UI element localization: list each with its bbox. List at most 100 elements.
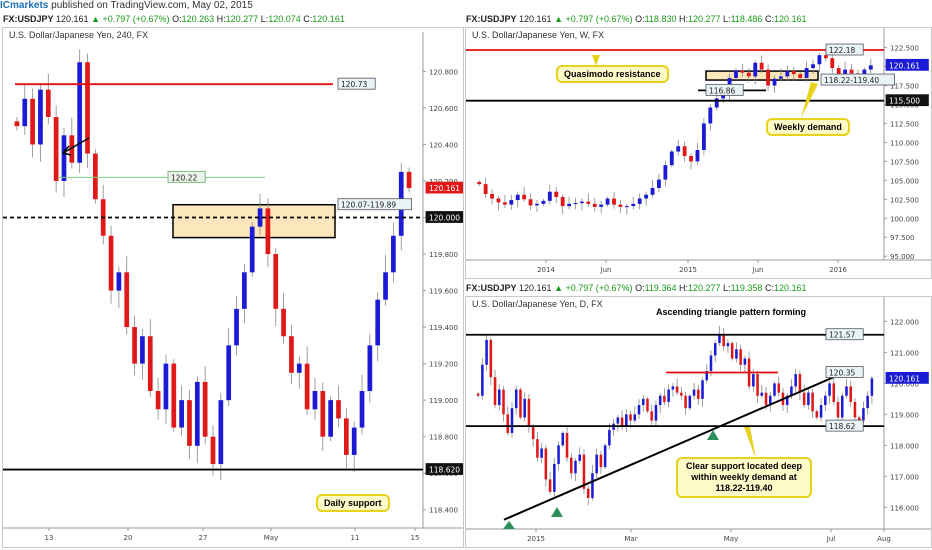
candle-body	[514, 389, 518, 409]
y-tick-label: 118.800	[429, 434, 458, 442]
price-tag	[885, 58, 929, 71]
candle-body	[612, 198, 616, 205]
price-tag-label: 122.18	[829, 46, 855, 55]
candle-body	[753, 62, 758, 77]
candle-body	[304, 363, 310, 410]
y-tick-label: 118.000	[890, 442, 919, 450]
high-value: 120.277	[225, 14, 259, 24]
price-tag-label: 118.22-119.40	[824, 76, 879, 85]
candle-body	[828, 383, 831, 396]
h4-chart-svg[interactable]: 120.800120.600120.400120.200120.000119.8…	[3, 28, 463, 547]
close-key: C:	[764, 283, 774, 293]
candle-body	[752, 374, 755, 387]
change-label: ▲ +0.797 (+0.67%)	[554, 283, 633, 293]
candle-body	[625, 414, 628, 427]
candle-body	[257, 208, 263, 227]
candle-body	[336, 400, 341, 419]
candle-body	[603, 445, 607, 468]
x-tick-label: 2016	[829, 266, 847, 274]
candle-body	[554, 191, 559, 198]
candle-body	[510, 408, 514, 433]
candle-body	[815, 411, 819, 418]
callout-quasimodo-resistance: Quasimodo resistance	[556, 65, 669, 83]
candle-body	[557, 445, 560, 464]
y-tick-label: 120.800	[429, 68, 458, 76]
candle-body	[778, 76, 783, 79]
candle-body	[477, 181, 482, 185]
chart-title: U.S. Dollar/Japanese Yen, W, FX	[472, 30, 605, 40]
candle-body	[523, 398, 526, 418]
candle-body	[773, 383, 776, 396]
candle-body	[187, 400, 192, 446]
candle-body	[790, 386, 793, 396]
candle-body	[147, 336, 153, 392]
candle-body	[857, 417, 861, 421]
candle-body	[592, 203, 597, 207]
open-value: 120.263	[181, 14, 215, 24]
y-tick-label: 117.000	[890, 473, 919, 481]
candle-body	[599, 454, 603, 468]
open-key: O:	[635, 14, 645, 24]
h4-chart-panel[interactable]: U.S. Dollar/Japanese Yen, 240, FX 120.80…	[2, 27, 464, 548]
high-key: H:	[678, 14, 688, 24]
y-tick-label: 119.000	[890, 411, 919, 419]
candle-body	[579, 201, 584, 204]
candle-body	[714, 98, 719, 108]
candle-body	[61, 135, 67, 181]
candle-body	[764, 392, 768, 406]
candle-body	[798, 74, 803, 78]
price-tag-label: 118.62	[829, 422, 855, 431]
y-tick-label: 95.000	[890, 253, 915, 261]
candle-body	[682, 146, 687, 157]
candle-body	[210, 436, 216, 465]
price-tag-label: 120.07-119.89	[341, 201, 396, 210]
open-key: O:	[635, 283, 645, 293]
candle-body	[791, 71, 796, 75]
candle-body	[756, 374, 759, 396]
y-tick-label: 119.800	[429, 251, 458, 259]
x-tick-label: 2015	[527, 535, 545, 543]
x-tick-label: 13	[45, 534, 54, 542]
d-chart-svg[interactable]: 122.000 121.000 120.000 119.000 118.000 117.0…	[466, 297, 931, 547]
high-value: 120.277	[687, 14, 721, 24]
candle-body	[218, 400, 224, 465]
brand-logo[interactable]: ICmarkets	[0, 0, 49, 11]
candle-body	[359, 391, 365, 428]
candle-body	[124, 272, 130, 328]
candle-body	[367, 345, 373, 392]
close-key: C:	[764, 14, 774, 24]
candle-body	[722, 333, 725, 347]
up-arrow-icon	[707, 430, 719, 440]
candle-body	[735, 349, 738, 359]
candle-body	[644, 194, 649, 199]
candle-body	[746, 72, 751, 77]
candle-body	[483, 184, 488, 194]
candle-body	[817, 55, 822, 65]
candle-body	[849, 386, 852, 402]
candle-body	[522, 194, 527, 200]
candle-body	[684, 395, 687, 409]
candle-body	[823, 55, 828, 59]
candle-body	[536, 439, 539, 458]
candle-body	[249, 226, 255, 273]
w-chart-panel[interactable]: U.S. Dollar/Japanese Yen, W, FX 122.500 1…	[465, 27, 932, 279]
open-value: 118.830	[644, 14, 677, 24]
d-chart-panel[interactable]: U.S. Dollar/Japanese Yen, D, FX Ascendin…	[465, 296, 932, 548]
candle-body	[560, 197, 565, 207]
close-value: 120.161	[773, 283, 807, 293]
candle-body	[383, 272, 388, 300]
candle-body	[548, 479, 552, 492]
candle-body	[721, 95, 726, 99]
candle-body	[676, 146, 681, 152]
x-tick-label: 15	[411, 534, 420, 542]
candle-body	[785, 395, 789, 406]
candle-body	[289, 336, 294, 373]
callout-weekly-demand: Weekly demand	[766, 118, 850, 136]
candle-body	[234, 308, 239, 346]
candle-body	[45, 89, 51, 118]
candle-body	[567, 203, 572, 207]
close-value: 120.161	[773, 14, 807, 24]
y-tick-label: 119.400	[429, 324, 458, 332]
w-chart-svg[interactable]: 122.500120.000117.500115.000112.500110.0…	[466, 28, 931, 278]
candle-body	[485, 339, 488, 365]
